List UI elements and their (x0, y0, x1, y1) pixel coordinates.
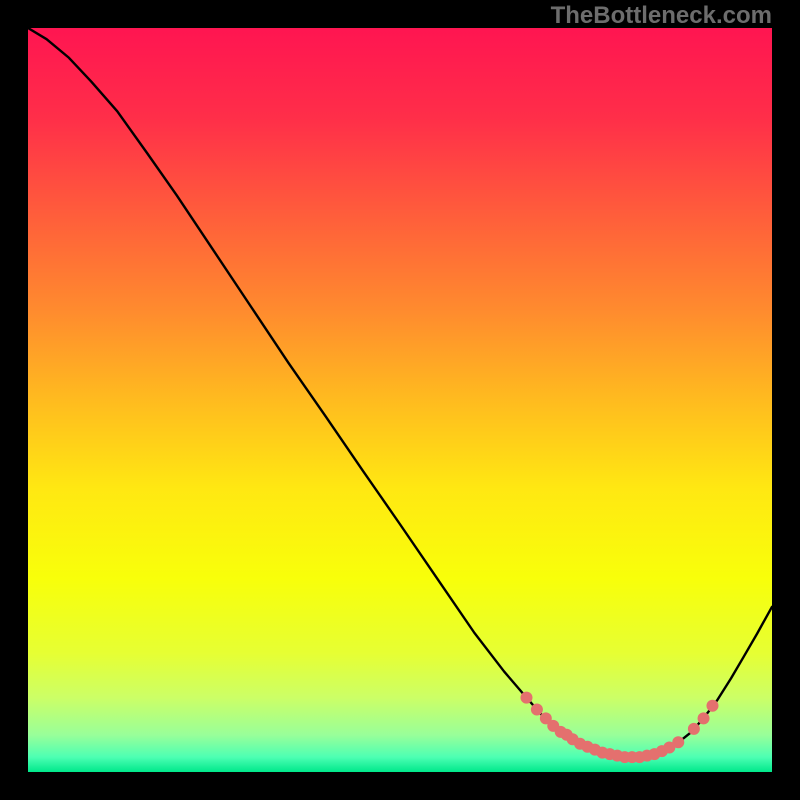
marker-dot (688, 723, 700, 735)
marker-dot (672, 736, 684, 748)
watermark-text: TheBottleneck.com (551, 2, 772, 30)
marker-dot (531, 704, 543, 716)
marker-dot (706, 700, 718, 712)
heatmap-background (28, 28, 772, 772)
marker-dot (520, 692, 532, 704)
chart-stage: TheBottleneck.com (0, 0, 800, 800)
marker-dot (698, 712, 710, 724)
chart-plot (28, 28, 772, 772)
